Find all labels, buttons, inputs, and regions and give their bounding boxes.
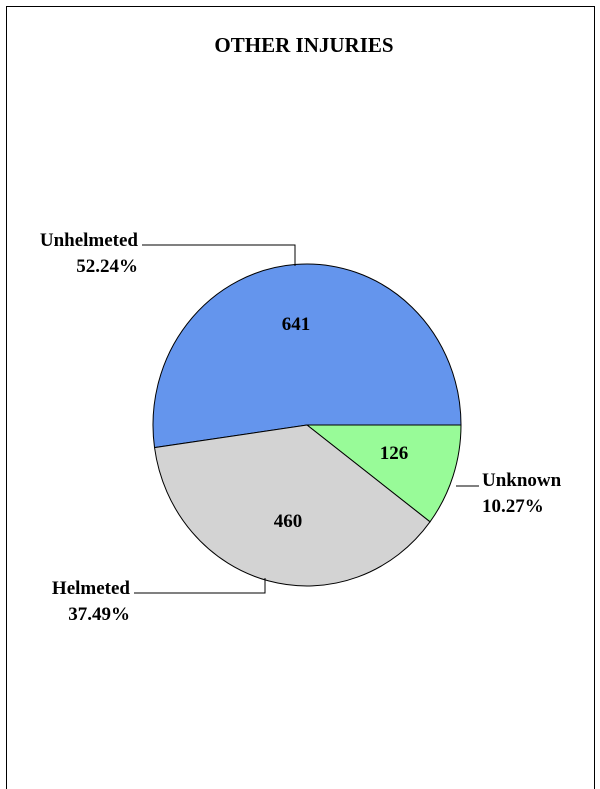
leader-line-unhelmeted [142,244,296,266]
pie-slice-unhelmeted [152,263,462,449]
chart-frame [6,6,595,789]
chart-title: OTHER INJURIES [214,33,393,57]
slice-value-label-helmeted: 460 [274,511,303,532]
slice-percent-label-helmeted: 37.49% [68,604,130,625]
slice-category-label-helmeted: Helmeted [52,578,131,599]
slice-value-label-unhelmeted: 641 [282,314,311,335]
pie-slice-helmeted [153,424,431,587]
slice-category-label-unknown: Unknown [482,470,562,491]
slice-category-label-unhelmeted: Unhelmeted [40,230,139,251]
slice-percent-label-unhelmeted: 52.24% [76,256,138,277]
leader-line-helmeted [134,578,266,594]
slice-value-label-unknown: 126 [380,443,409,464]
slice-percent-label-unknown: 10.27% [482,496,544,517]
pie-slice-unknown [305,424,462,523]
